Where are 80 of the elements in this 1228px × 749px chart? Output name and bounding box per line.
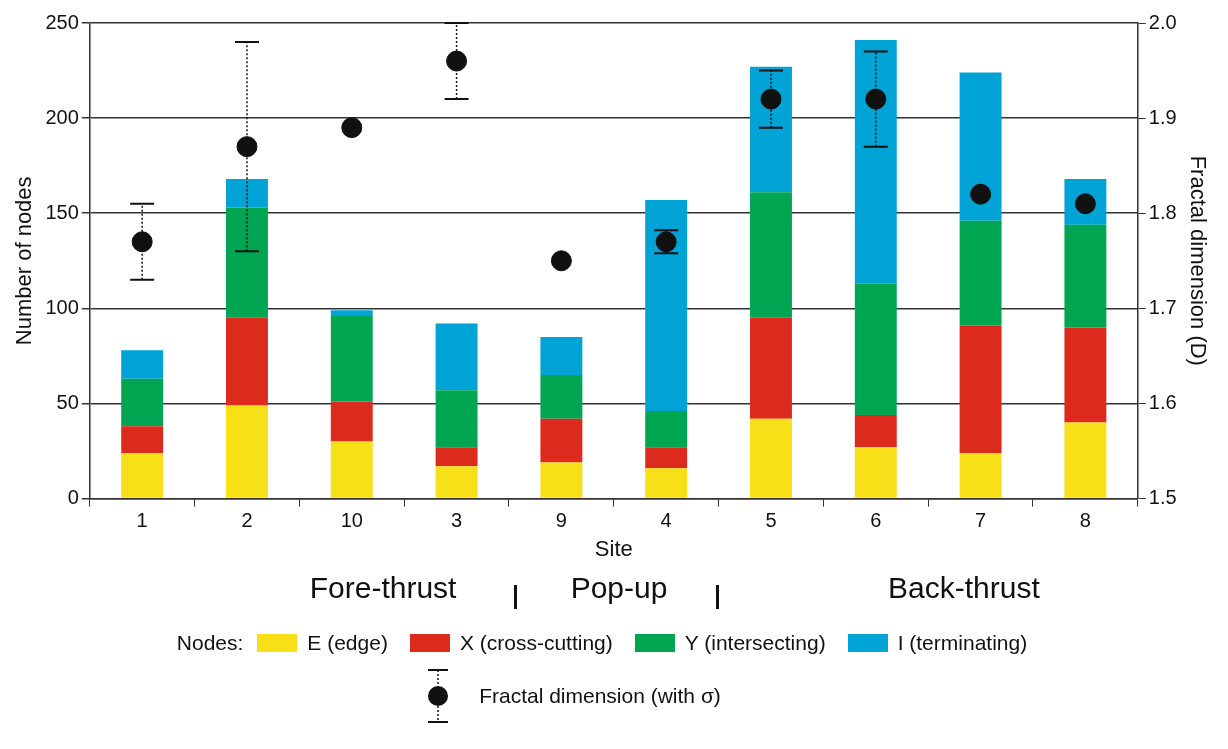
point bbox=[236, 136, 258, 158]
y-axis-title: Number of nodes bbox=[11, 176, 37, 346]
point bbox=[865, 88, 887, 110]
bar bbox=[959, 220, 1002, 326]
bar bbox=[540, 374, 583, 419]
legend-label: Fractal dimension (with σ) bbox=[479, 684, 721, 708]
y-tick-label: 250 bbox=[45, 10, 79, 33]
bar bbox=[226, 405, 268, 498]
bar bbox=[854, 40, 897, 284]
y2-axis-title: Fractal dimension (D) bbox=[1185, 155, 1211, 366]
bar bbox=[330, 401, 373, 442]
y2-tick-label: 1.8 bbox=[1148, 200, 1177, 223]
bar bbox=[540, 418, 583, 463]
x-tick-label: 4 bbox=[660, 509, 672, 532]
x-tick-label: 1 bbox=[136, 509, 148, 532]
y-tick-label: 200 bbox=[45, 105, 79, 128]
y-tick-label: 150 bbox=[45, 200, 79, 223]
bar bbox=[226, 207, 268, 318]
x-tick-label: 8 bbox=[1079, 509, 1091, 532]
bar bbox=[540, 336, 583, 375]
x-tick-label: 5 bbox=[765, 509, 777, 532]
bar bbox=[854, 283, 897, 415]
text: Fore-thrust bbox=[309, 571, 457, 605]
legend-label: E (edge) bbox=[307, 631, 388, 655]
bar bbox=[854, 447, 897, 498]
bar bbox=[330, 441, 373, 498]
x-tick-label: 7 bbox=[975, 509, 987, 532]
bar bbox=[854, 414, 897, 448]
bar bbox=[750, 418, 792, 498]
y2-tick-label: 1.9 bbox=[1148, 105, 1177, 128]
bar bbox=[1064, 422, 1107, 498]
bar bbox=[959, 72, 1002, 221]
bar bbox=[435, 323, 478, 391]
bar bbox=[645, 411, 688, 448]
bar bbox=[645, 468, 688, 498]
bar bbox=[1064, 224, 1107, 328]
bar bbox=[1064, 327, 1107, 423]
legend-title: Nodes: bbox=[176, 631, 244, 655]
legend-label: X (cross-cutting) bbox=[459, 631, 613, 655]
x-tick-label: 10 bbox=[340, 509, 363, 532]
point bbox=[131, 231, 153, 253]
point bbox=[550, 250, 572, 272]
text: Pop-up bbox=[570, 571, 668, 605]
bar bbox=[330, 310, 373, 316]
bar bbox=[750, 192, 792, 318]
bar bbox=[435, 447, 478, 467]
x-axis-title: Site bbox=[594, 535, 633, 561]
bar bbox=[645, 199, 688, 412]
bar bbox=[121, 452, 164, 498]
x-tick-label: 9 bbox=[555, 509, 567, 532]
bar bbox=[959, 452, 1002, 498]
x-tick-label: 6 bbox=[870, 509, 882, 532]
bar bbox=[435, 466, 478, 498]
y2-tick-label: 2.0 bbox=[1148, 10, 1177, 33]
text: Back-thrust bbox=[888, 571, 1040, 605]
bar bbox=[121, 350, 164, 379]
bar bbox=[645, 447, 688, 469]
point bbox=[341, 117, 363, 139]
y-tick-label: 100 bbox=[45, 295, 79, 318]
bar bbox=[540, 462, 583, 498]
bar bbox=[330, 315, 373, 402]
y-tick-label: 0 bbox=[67, 486, 79, 509]
x-tick-label: 3 bbox=[451, 509, 463, 532]
legend-label: I (terminating) bbox=[897, 631, 1028, 655]
bar bbox=[121, 426, 164, 453]
y2-tick-label: 1.7 bbox=[1148, 295, 1177, 318]
y-tick-label: 50 bbox=[56, 391, 79, 413]
bar bbox=[121, 378, 164, 427]
bar bbox=[750, 317, 792, 419]
point bbox=[970, 183, 992, 205]
point bbox=[760, 88, 782, 110]
bar bbox=[226, 179, 268, 208]
y2-tick-label: 1.6 bbox=[1148, 391, 1177, 413]
bar bbox=[226, 317, 268, 406]
legend-label: Y (intersecting) bbox=[684, 631, 826, 655]
bar bbox=[435, 390, 478, 448]
y2-tick-label: 1.5 bbox=[1148, 486, 1177, 509]
bar bbox=[959, 325, 1002, 453]
point bbox=[446, 50, 468, 72]
x-tick-label: 2 bbox=[241, 509, 253, 532]
